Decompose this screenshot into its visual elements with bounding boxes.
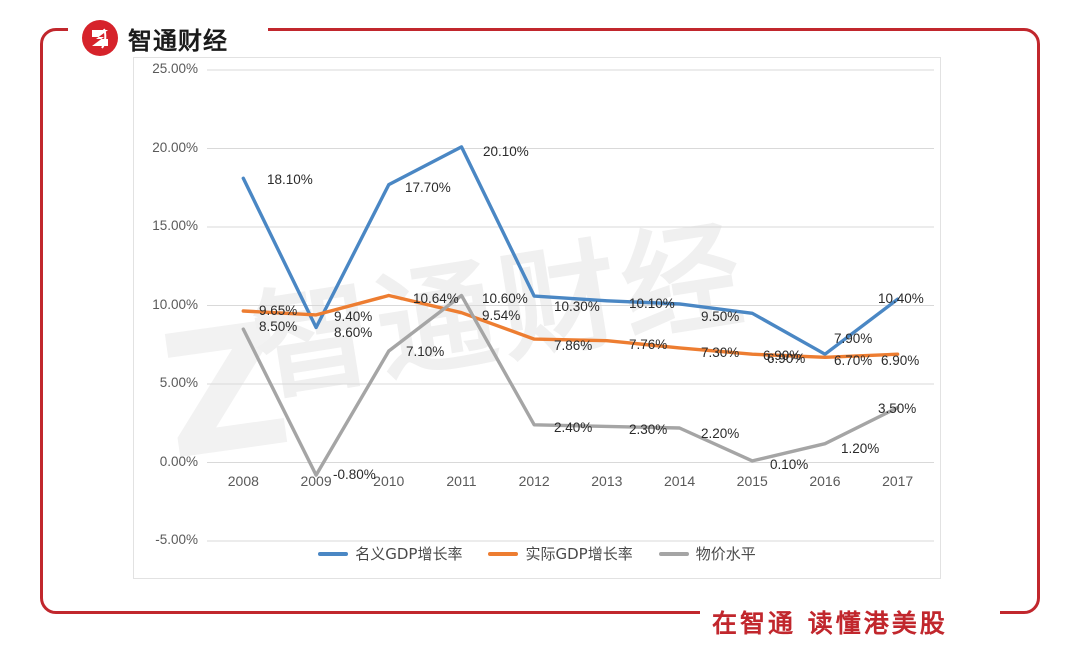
brand-name: 智通财经: [128, 26, 228, 55]
data-point-label: 9.65%: [259, 303, 298, 318]
data-point-label: 17.70%: [405, 180, 451, 195]
data-point-label: 10.10%: [629, 296, 675, 311]
y-axis-tick-label: 25.00%: [152, 61, 198, 76]
data-point-label: 1.20%: [841, 441, 880, 456]
data-point-label: 6.90%: [881, 353, 920, 368]
data-point-label: 9.54%: [482, 308, 521, 323]
y-axis-tick-label: -5.00%: [155, 532, 198, 547]
data-point-label: 20.10%: [483, 144, 529, 159]
brand-header: 智通财经: [82, 20, 228, 56]
data-point-label: 10.60%: [482, 291, 528, 306]
data-point-label: 7.90%: [834, 331, 873, 346]
slogan-text: 在智通 读懂港美股: [712, 609, 948, 638]
data-point-label: 18.10%: [267, 172, 313, 187]
data-point-label: 6.70%: [834, 353, 873, 368]
y-axis-tick-label: 0.00%: [159, 453, 198, 469]
x-axis-tick-label: 2014: [663, 472, 696, 489]
y-axis-tick-label: 20.00%: [152, 139, 198, 155]
legend-item-2[interactable]: 实际GDP增长率: [488, 543, 633, 564]
legend-label: 名义GDP增长率: [355, 545, 463, 563]
data-point-label: 2.40%: [554, 420, 593, 435]
x-axis-tick-label: 2012: [518, 472, 550, 489]
legend-item-1[interactable]: 名义GDP增长率: [318, 543, 462, 564]
data-point-label: 2.30%: [629, 422, 668, 437]
data-point-label: 9.40%: [334, 309, 373, 324]
data-point-label: 10.30%: [554, 299, 600, 314]
zhitong-logo-icon: [82, 20, 118, 56]
line-chart-plot: [207, 69, 934, 542]
data-point-label: 9.50%: [701, 309, 740, 324]
data-point-label: 10.40%: [878, 291, 924, 306]
x-axis-tick-label: 2015: [736, 472, 768, 489]
data-point-label: 2.20%: [701, 426, 740, 441]
legend-item-3[interactable]: 物价水平: [658, 543, 756, 564]
x-axis-tick-label: 2008: [227, 472, 259, 489]
legend-label: 物价水平: [695, 545, 756, 563]
y-axis-tick-label: 10.00%: [152, 296, 198, 312]
legend-swatch-icon: [318, 551, 349, 556]
data-point-label: 7.76%: [629, 337, 668, 352]
data-point-label: 8.50%: [259, 319, 298, 334]
chart-legend: 名义GDP增长率 实际GDP增长率 物价水平: [134, 543, 940, 564]
x-axis-tick-label: 2009: [300, 472, 332, 489]
x-axis-tick-label: 2016: [809, 472, 841, 489]
data-point-label: 10.64%: [413, 291, 459, 306]
legend-swatch-icon: [658, 551, 689, 556]
x-axis-tick-label: 2013: [591, 472, 623, 489]
data-point-label: 6.90%: [767, 351, 806, 366]
data-point-label: 3.50%: [878, 401, 917, 416]
data-point-label: -0.80%: [333, 467, 376, 482]
x-axis-tick-label: 2010: [373, 472, 405, 489]
data-point-label: 7.86%: [554, 338, 593, 353]
y-axis-tick-label: 5.00%: [159, 375, 198, 390]
chart-panel: Z 智通财经 25.00% 20.00% 15.00% 10.00% 5.00% 0.00…: [133, 57, 941, 579]
legend-swatch-icon: [488, 551, 519, 556]
data-point-label: 0.10%: [770, 457, 809, 472]
data-point-label: 8.60%: [334, 325, 373, 340]
x-axis-tick-label: 2017: [882, 472, 914, 489]
frame-gap-bottom: [700, 600, 1000, 634]
y-axis-tick-label: 15.00%: [152, 218, 198, 233]
data-point-label: 6.90%: [763, 348, 802, 363]
x-axis-tick-label: 2011: [446, 472, 477, 489]
data-point-label: 7.30%: [701, 345, 740, 360]
legend-label: 实际GDP增长率: [525, 545, 633, 563]
data-point-label: 7.10%: [406, 344, 445, 359]
